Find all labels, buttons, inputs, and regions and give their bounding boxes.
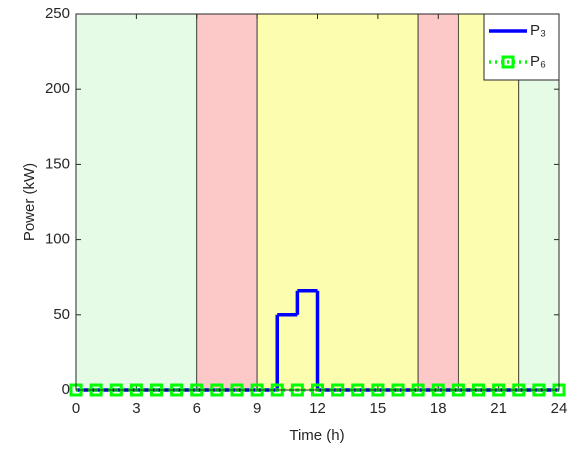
legend-label: P₃ — [530, 22, 546, 39]
y-axis-label: Power (kW) — [21, 163, 38, 241]
x-tick-label: 21 — [490, 400, 507, 417]
y-tick-label: 50 — [53, 306, 70, 323]
x-tick-label: 6 — [193, 400, 201, 417]
y-tick-label: 100 — [45, 231, 70, 248]
x-tick-label: 9 — [253, 400, 261, 417]
x-tick-label: 0 — [72, 400, 80, 417]
region — [196, 13, 258, 391]
x-tick-label: 18 — [430, 400, 447, 417]
x-tick-label: 12 — [309, 400, 326, 417]
x-tick-label: 24 — [551, 400, 568, 417]
legend-box — [483, 13, 560, 81]
x-tick-label: 3 — [132, 400, 140, 417]
legend-label: P₆ — [530, 53, 546, 70]
axes-box — [75, 13, 560, 391]
region — [417, 13, 459, 391]
region — [75, 13, 198, 391]
legend-marker — [501, 55, 515, 69]
x-tick-label: 15 — [370, 400, 387, 417]
y-tick-label: 150 — [45, 155, 70, 172]
y-tick-label: 250 — [45, 5, 70, 22]
region — [256, 13, 419, 391]
y-tick-label: 200 — [45, 80, 70, 97]
x-axis-label: Time (h) — [289, 427, 344, 444]
y-tick-label: 0 — [62, 381, 70, 398]
